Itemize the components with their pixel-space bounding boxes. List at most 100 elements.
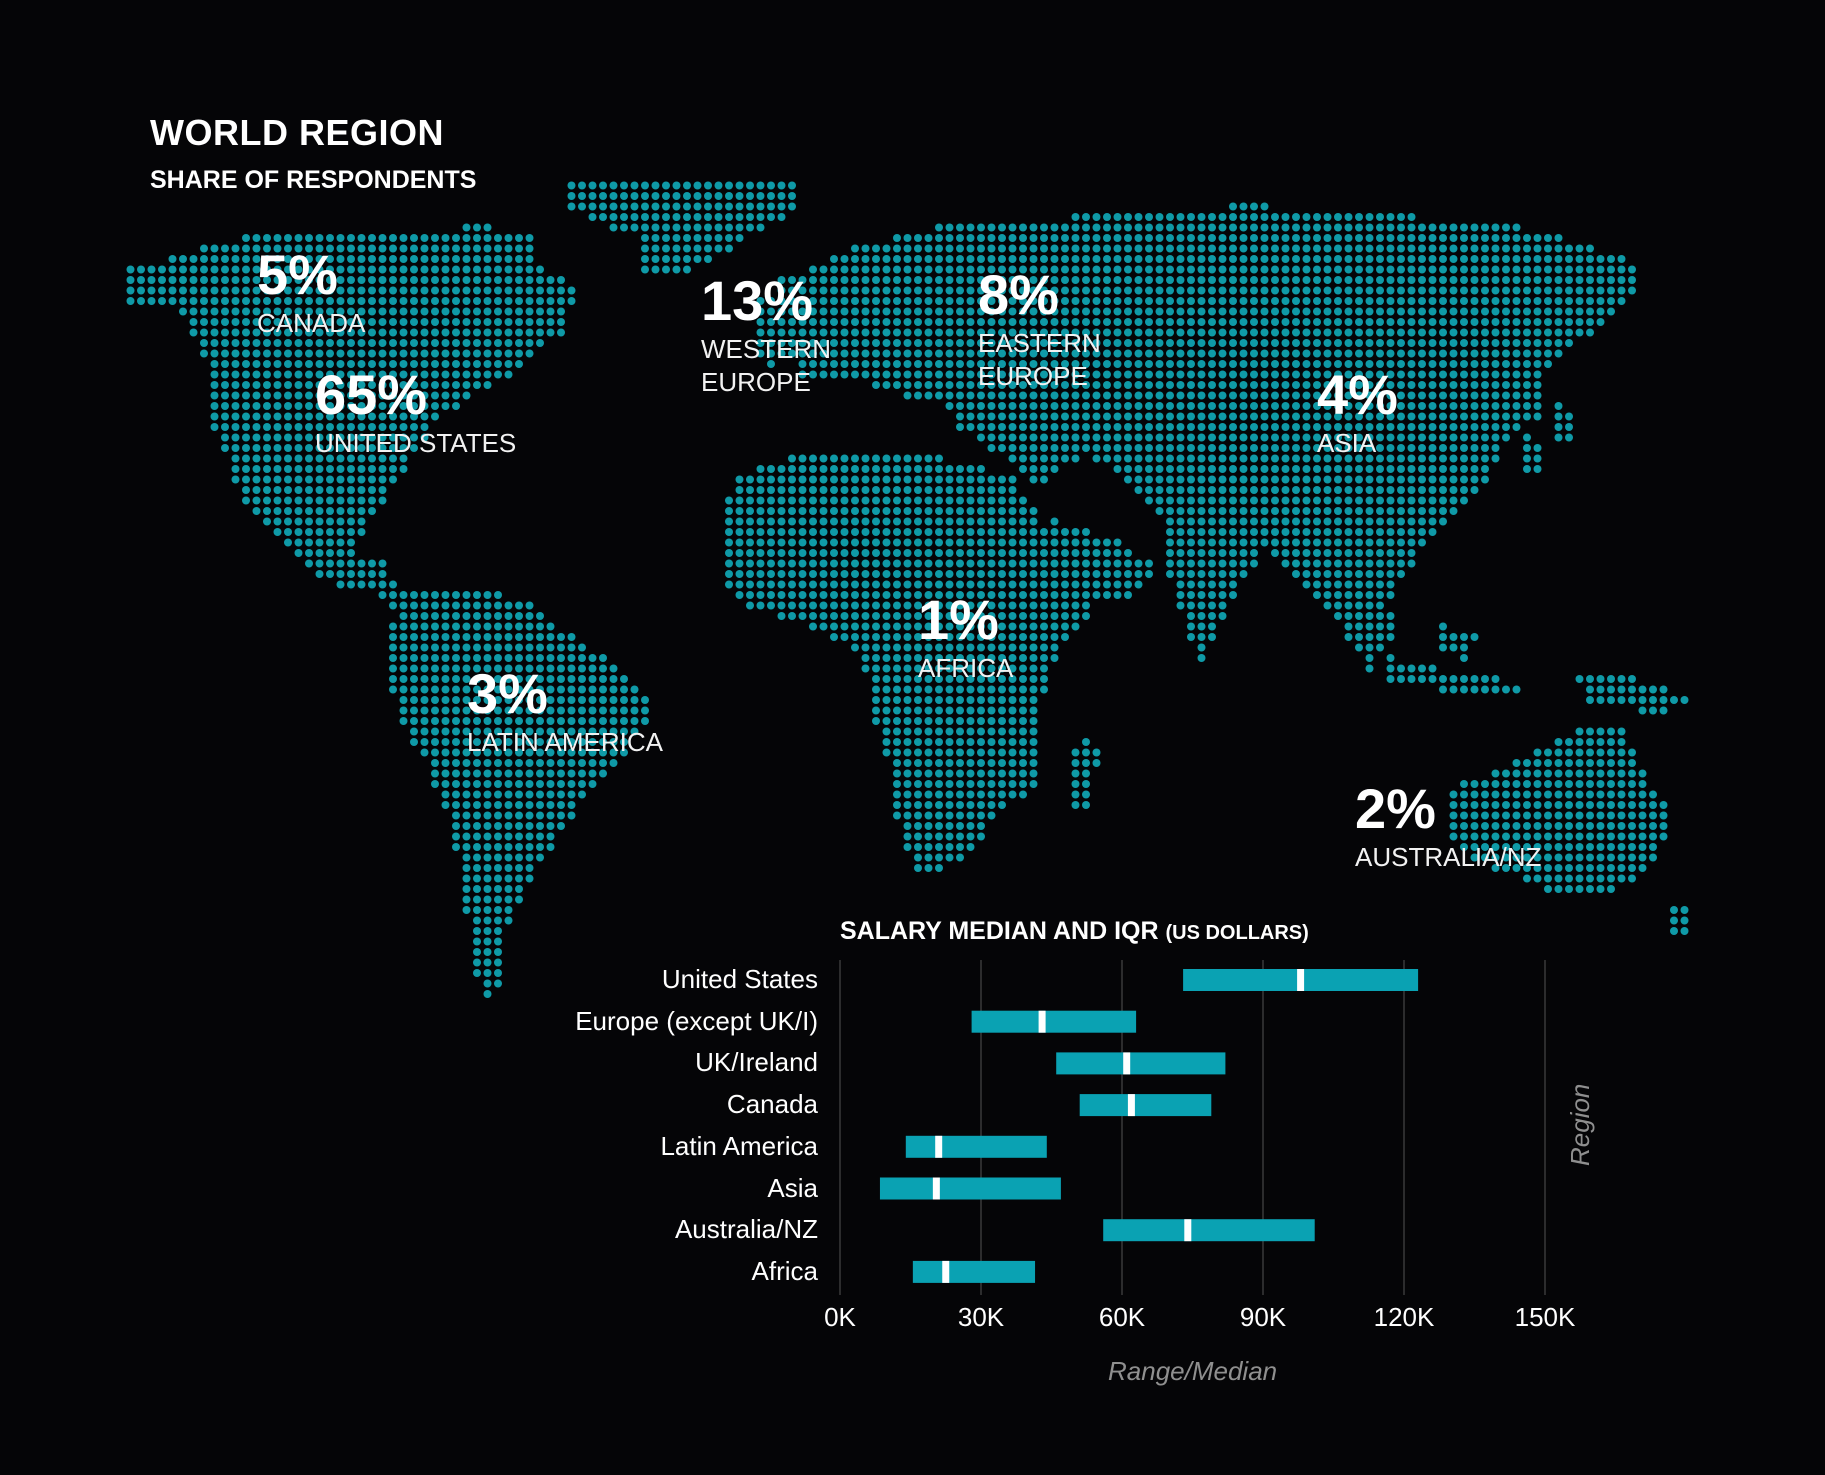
map-dot — [1166, 255, 1174, 263]
map-dot — [903, 391, 912, 400]
map-dot — [1197, 381, 1206, 389]
map-dot — [137, 265, 145, 274]
map-dot — [1029, 538, 1038, 547]
map-dot — [1239, 234, 1248, 242]
map-dot — [914, 360, 922, 368]
map-dot — [1250, 454, 1258, 463]
map-dot — [431, 412, 439, 421]
map-dot — [536, 297, 544, 305]
map-dot — [1302, 297, 1311, 305]
map-dot — [1218, 465, 1227, 473]
map-dot — [798, 465, 807, 473]
map-dot — [1292, 402, 1300, 410]
map-dot — [861, 370, 870, 379]
map-dot — [483, 738, 492, 746]
map-dot — [515, 759, 523, 767]
map-dot — [882, 360, 891, 368]
map-dot — [788, 601, 796, 610]
map-dot — [441, 675, 450, 683]
map-dot — [1355, 286, 1363, 295]
map-dot — [525, 790, 534, 799]
map-dot — [137, 286, 145, 295]
map-dot — [1397, 391, 1405, 400]
map-dot — [1533, 412, 1542, 421]
map-dot — [1313, 328, 1321, 337]
map-dot — [378, 234, 387, 242]
map-dot — [431, 276, 439, 284]
map-dot — [693, 234, 702, 242]
map-dot — [956, 297, 964, 305]
map-dot — [525, 759, 534, 767]
map-dot — [494, 958, 502, 967]
map-dot — [1229, 507, 1237, 515]
map-dot — [1565, 801, 1573, 809]
map-dot — [1512, 780, 1521, 788]
map-dot — [242, 276, 250, 284]
map-dot — [1533, 391, 1542, 400]
map-dot — [1281, 381, 1290, 389]
map-dot — [788, 349, 796, 358]
map-dot — [1575, 874, 1584, 883]
map-dot — [1481, 286, 1489, 295]
map-dot — [609, 223, 618, 232]
map-dot — [1512, 255, 1521, 263]
map-dot — [1470, 633, 1479, 641]
map-dot — [1092, 223, 1101, 232]
map-dot — [284, 360, 292, 368]
map-dot — [557, 780, 565, 788]
map-dot — [1323, 528, 1332, 536]
map-dot — [1187, 213, 1195, 221]
map-dot — [410, 706, 418, 715]
map-dot — [294, 234, 303, 242]
map-dot — [987, 717, 996, 725]
map-dot — [389, 654, 397, 662]
map-dot — [1428, 255, 1437, 263]
map-dot — [1523, 339, 1531, 347]
map-dot — [956, 738, 964, 746]
map-dot — [935, 570, 943, 578]
map-dot — [1575, 675, 1584, 683]
map-dot — [1334, 402, 1342, 410]
map-dot — [966, 696, 975, 704]
map-dot — [1040, 570, 1048, 578]
map-dot — [1407, 213, 1416, 221]
map-dot — [1397, 486, 1405, 494]
map-dot — [483, 370, 492, 379]
map-dot — [1029, 234, 1038, 242]
map-dot — [1491, 433, 1500, 442]
map-dot — [725, 559, 733, 568]
map-dot — [1229, 297, 1237, 305]
map-dot — [504, 822, 513, 830]
map-dot — [473, 769, 481, 778]
map-dot — [221, 381, 229, 389]
map-dot — [893, 360, 901, 368]
map-dot — [210, 402, 219, 410]
map-dot — [420, 433, 429, 442]
map-dot — [1481, 318, 1489, 326]
map-dot — [1554, 822, 1563, 830]
map-dot — [504, 759, 513, 767]
map-dot — [903, 822, 912, 830]
map-dot — [1271, 507, 1279, 515]
map-dot — [284, 265, 292, 274]
map-dot — [357, 381, 366, 389]
map-dot — [1281, 444, 1290, 452]
map-dot — [641, 244, 649, 253]
map-dot — [357, 496, 366, 505]
map-dot — [578, 738, 586, 746]
map-dot — [935, 790, 943, 799]
map-dot — [399, 601, 408, 610]
map-dot — [1418, 349, 1426, 358]
map-dot — [1596, 885, 1605, 893]
map-dot — [1019, 538, 1027, 547]
map-dot — [368, 360, 376, 368]
map-dot — [1061, 633, 1069, 641]
map-dot — [1386, 423, 1395, 431]
map-dot — [441, 801, 450, 809]
map-dot — [1439, 381, 1447, 389]
map-dot — [483, 906, 492, 914]
map-dot — [977, 517, 985, 526]
map-dot — [977, 507, 985, 515]
map-dot — [1533, 780, 1542, 788]
map-dot — [1386, 297, 1395, 305]
